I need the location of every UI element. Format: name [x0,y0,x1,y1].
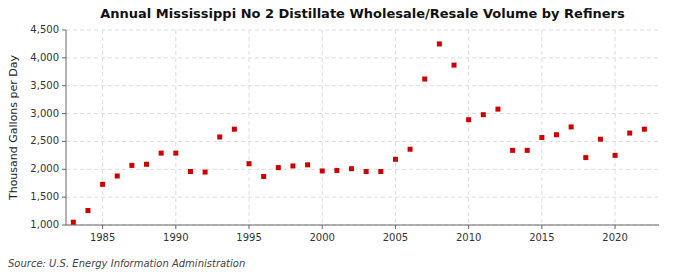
y-grid-line [66,113,659,114]
point [71,220,76,225]
point [481,112,486,117]
grid [66,30,659,225]
y-grid-line [66,169,659,170]
x-axis-line [66,225,659,226]
points [71,41,647,224]
x-tick [468,225,469,229]
x-tick-label: 1990 [163,232,188,243]
x-grid-line [102,30,103,225]
point [305,162,310,167]
x-grid-line [541,30,542,225]
point [554,132,559,137]
x-tick-label: 2005 [383,232,408,243]
point [247,161,252,166]
y-tick [62,57,66,58]
point [569,124,574,129]
point [188,169,193,174]
x-tick-label: 2015 [529,232,554,243]
x-grid-line [249,30,250,225]
x-tick-label: 2020 [602,232,627,243]
y-tick-label: 2,000 [30,163,59,174]
point [598,137,603,142]
x-tick [322,225,323,229]
x-tick [249,225,250,229]
point [613,153,618,158]
y-tick-label: 2,500 [30,135,59,146]
point [129,163,134,168]
x-tick-label: 1995 [236,232,261,243]
y-tick-label: 3,000 [30,108,59,119]
point [217,134,222,139]
axes: 1,000 1,500 2,000 2,500 3,000 3,500 4,000 4,500… [30,24,627,243]
point [583,155,588,160]
y-axis-label: Thousand Gallons per Day [7,54,20,201]
y-tick-label: 3,500 [30,80,59,91]
point [349,166,354,171]
point [115,173,120,178]
point [510,148,515,153]
y-grid-line [66,197,659,198]
x-grid-line [395,30,396,225]
y-grid-line [66,30,659,31]
x-tick [102,225,103,229]
y-grid-line [66,141,659,142]
y-axis-line [66,30,67,225]
x-tick-label: 1985 [90,232,115,243]
point [364,169,369,174]
y-grid-line [66,225,659,226]
point [437,41,442,46]
point [261,174,266,179]
y-grid-line [66,57,659,58]
point [334,168,339,173]
point [276,165,281,170]
point [525,148,530,153]
x-grid-line [615,30,616,225]
point [100,182,105,187]
source-note: Source: U.S. Energy Information Administ… [8,258,245,269]
x-grid-line [322,30,323,225]
point [232,127,237,132]
point [495,107,500,112]
x-grid-line [175,30,176,225]
x-tick [615,225,616,229]
point [290,163,295,168]
point [422,77,427,82]
point [627,131,632,136]
point [378,169,383,174]
x-tick [395,225,396,229]
point [539,135,544,140]
y-tick [62,197,66,198]
y-tick [62,169,66,170]
point [452,63,457,68]
x-tick [175,225,176,229]
point [408,147,413,152]
x-grid-line [468,30,469,225]
point [320,168,325,173]
y-tick-label: 1,500 [30,191,59,202]
point [144,162,149,167]
x-tick [541,225,542,229]
y-tick [62,85,66,86]
y-tick-label: 4,500 [30,24,59,35]
y-tick [62,225,66,226]
point [642,127,647,132]
point [159,151,164,156]
y-tick-label: 1,000 [30,219,59,230]
x-tick-label: 2000 [310,232,335,243]
chart: 1,000 1,500 2,000 2,500 3,000 3,500 4,000 4,500… [0,0,675,275]
point [393,157,398,162]
point [466,117,471,122]
point [173,151,178,156]
point [203,170,208,175]
y-tick [62,113,66,114]
x-tick-label: 2010 [456,232,481,243]
y-grid-line [66,85,659,86]
y-tick [62,141,66,142]
title: Annual Mississippi No 2 Distillate Whole… [100,6,625,21]
y-tick [62,30,66,31]
point [85,208,90,213]
y-tick-label: 4,000 [30,52,59,63]
